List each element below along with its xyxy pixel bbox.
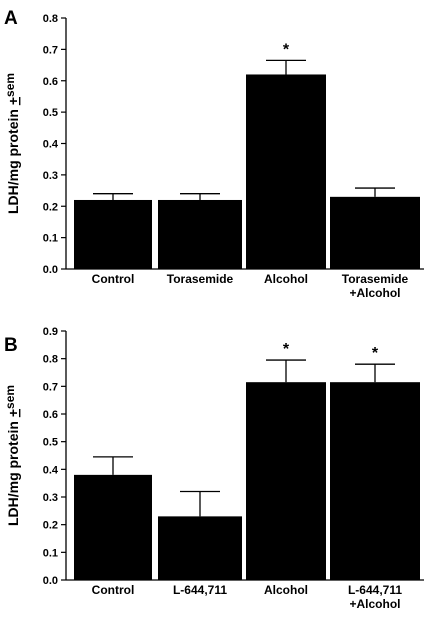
x-category-label: +Alcohol <box>349 597 400 611</box>
y-tick-label: 0.0 <box>43 575 58 587</box>
y-axis-label-main: LDH/mg protein <box>5 105 21 214</box>
x-category-label: Torasemide <box>342 272 409 286</box>
bar <box>246 74 326 269</box>
chart-panel-b: B 0.0 0.1 0.2 0.3 0.4 0.5 0.6 0.7 0.8 0.9 LDH/mg pr… <box>3 326 424 611</box>
panel-letter: B <box>4 335 18 356</box>
y-tick-label: 0.3 <box>43 492 58 504</box>
x-category-label: L-644,711 <box>173 583 227 597</box>
bar <box>74 474 152 580</box>
y-tick-label: 0.8 <box>43 13 58 25</box>
significance-marker: * <box>372 345 379 362</box>
y-tick-label: 0.1 <box>43 547 58 559</box>
significance-marker: * <box>283 341 290 358</box>
y-tick-label: 0.5 <box>43 107 58 119</box>
bar <box>158 516 242 580</box>
y-tick-label: 0.7 <box>43 381 58 393</box>
significance-marker: * <box>283 41 290 58</box>
bar <box>246 382 326 580</box>
bar <box>330 382 420 580</box>
bar <box>158 199 242 269</box>
y-tick-label: 0.8 <box>43 354 58 366</box>
y-axis-label-sem: sem <box>3 385 17 409</box>
y-tick-label: 0.4 <box>43 464 59 476</box>
y-axis-label: LDH/mg protein +sem <box>3 385 21 526</box>
y-tick-label: 0.2 <box>43 520 58 532</box>
x-category-label: +Alcohol <box>349 286 400 300</box>
y-axis-label-sem: sem <box>3 73 17 97</box>
y-tick-label: 0.7 <box>43 44 58 56</box>
y-tick-label: 0.1 <box>43 233 58 245</box>
y-tick-label: 0.3 <box>43 170 58 182</box>
x-category-label: Alcohol <box>264 583 308 597</box>
y-tick-label: 0.2 <box>43 201 58 213</box>
y-axis-label-plusminus: + <box>5 97 21 105</box>
bar <box>74 199 152 269</box>
chart-panel-a: A 0.0 0.1 0.2 0.3 0.4 0.5 0.6 0.7 0.8 LDH/mg prote… <box>3 8 424 300</box>
panel-letter: A <box>4 8 18 29</box>
y-axis-label: LDH/mg protein +sem <box>3 73 21 214</box>
x-category-label: Alcohol <box>264 272 308 286</box>
y-tick-label: 0.0 <box>43 264 58 276</box>
y-axis-label-main: LDH/mg protein <box>5 417 21 526</box>
y-tick-label: 0.6 <box>43 409 58 421</box>
x-category-label: L-644,711 <box>348 583 402 597</box>
x-category-label: Control <box>92 583 135 597</box>
x-category-label: Control <box>92 272 135 286</box>
y-tick-label: 0.6 <box>43 76 58 88</box>
x-category-label: Torasemide <box>167 272 234 286</box>
y-tick-label: 0.5 <box>43 437 58 449</box>
y-axis-label-plusminus: + <box>5 409 21 417</box>
bar <box>330 196 420 269</box>
y-tick-label: 0.4 <box>43 139 59 151</box>
y-tick-label: 0.9 <box>43 326 58 338</box>
